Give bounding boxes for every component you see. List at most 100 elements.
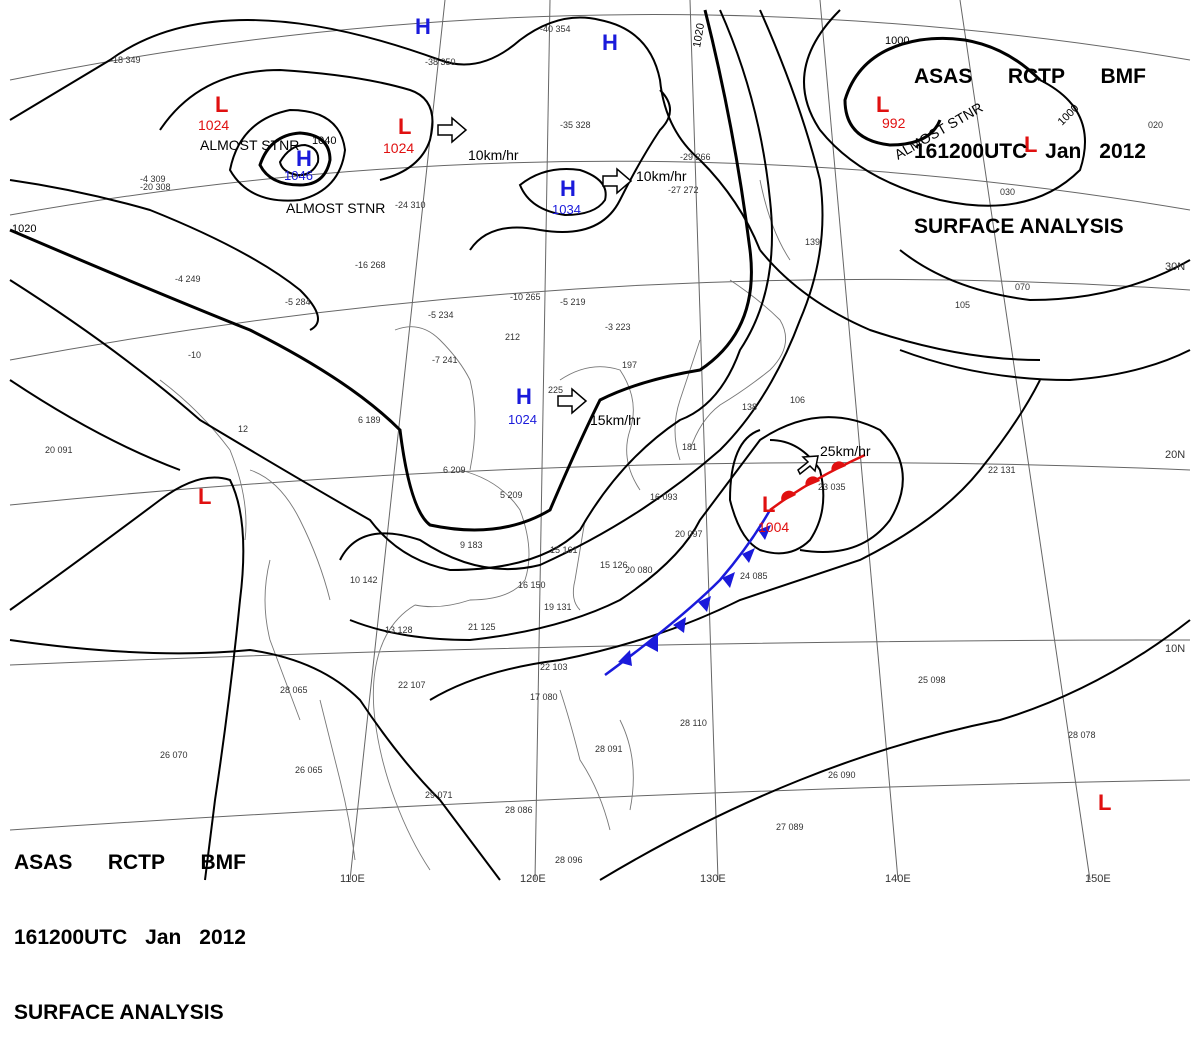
station-label: 20 080 — [625, 565, 653, 575]
station-label: -18 349 — [110, 55, 141, 65]
station-label: 28 096 — [555, 855, 583, 865]
station-label: 10 142 — [350, 575, 378, 585]
warm-front — [769, 453, 866, 512]
low-center: L — [1098, 790, 1111, 815]
lon-label: 110E — [340, 873, 365, 885]
station-label: 21 125 — [468, 622, 496, 632]
low-center: L — [1024, 132, 1037, 157]
agency-code: BMF — [200, 851, 247, 874]
header-bottom: ASAS RCTP BMF 161200UTC Jan 2012 SURFACE… — [14, 800, 246, 1050]
low-center: L 1004 — [758, 492, 789, 535]
lat-label: 20N — [1165, 449, 1185, 461]
station-label: 20 091 — [45, 445, 73, 455]
lon-label: 140E — [885, 873, 911, 885]
station-label: 030 — [1000, 187, 1015, 197]
station-label: 16 093 — [650, 492, 678, 502]
station-label: 26 090 — [828, 770, 856, 780]
high-symbol: H — [560, 176, 576, 201]
station-label: 212 — [505, 332, 520, 342]
station-label: -5 219 — [560, 297, 586, 307]
station-label: 28 078 — [1068, 730, 1096, 740]
station-label: -4 309 — [140, 174, 166, 184]
station-label: 29 071 — [425, 790, 453, 800]
low-value: 1004 — [758, 519, 789, 535]
station-label: -38 350 — [425, 57, 456, 67]
station-label: 139 — [805, 237, 820, 247]
station-label: 138 — [742, 402, 757, 412]
station-label: 19 131 — [544, 602, 572, 612]
motion-label: 25km/hr — [820, 443, 871, 459]
station-label: 28 110 — [680, 718, 707, 728]
station-label: 22 107 — [398, 680, 426, 690]
station-label: 225 — [548, 385, 563, 395]
lon-label: 150E — [1085, 873, 1111, 885]
high-center: H — [415, 14, 431, 39]
motion-labels: 10km/hr 10km/hr 15km/hr 25km/hr — [468, 147, 871, 459]
lat-label: 10N — [1165, 643, 1185, 655]
low-value: 992 — [882, 115, 906, 131]
station-label: -5 234 — [428, 310, 454, 320]
station-label: 15 126 — [600, 560, 628, 570]
low-symbol: L — [198, 484, 211, 509]
station-label: 181 — [682, 442, 697, 452]
time-line: 161200UTC Jan 2012 — [914, 139, 1146, 164]
station-label: 22 131 — [988, 465, 1016, 475]
high-value: 1046 — [284, 168, 313, 183]
low-symbol: L — [1024, 132, 1037, 157]
high-value: 1024 — [508, 412, 537, 427]
station-label: -29 266 — [680, 152, 711, 162]
weather-map: -40 354 -38 350 -35 328 -29 266 -27 272 … — [9, 0, 1191, 885]
station-label: 106 — [790, 395, 805, 405]
station-plots: -40 354 -38 350 -35 328 -29 266 -27 272 … — [45, 24, 1163, 865]
low-symbol: L — [876, 92, 889, 117]
station-label: 22 103 — [540, 662, 568, 672]
station-label: -10 265 — [510, 292, 541, 302]
station-label: 28 086 — [505, 805, 533, 815]
station-label: -3 223 — [605, 322, 631, 332]
station-label: 16 150 — [518, 580, 546, 590]
station-label: 26 065 — [295, 765, 323, 775]
time-field: Jan — [1045, 140, 1082, 163]
isobar-label: 1000 — [885, 35, 909, 47]
station-label: 27 089 — [776, 822, 804, 832]
lon-label: 120E — [520, 873, 546, 885]
lon-label: 130E — [700, 873, 726, 885]
motion-arrow-2 — [602, 167, 633, 195]
title-line: SURFACE ANALYSIS — [14, 1001, 224, 1024]
high-center: H 1034 — [552, 176, 581, 217]
station-label: 28 065 — [280, 685, 308, 695]
time-field: 2012 — [199, 926, 246, 949]
high-symbol: H — [415, 14, 431, 39]
motion-label: 15km/hr — [590, 412, 641, 428]
isobar-label: 1020 — [691, 22, 707, 48]
low-symbol: L — [1098, 790, 1111, 815]
isobars — [9, 9, 1191, 881]
center-note: ALMOST STNR — [286, 200, 385, 216]
motion-arrow-3 — [557, 387, 588, 415]
lat-labels: 30N 20N 10N — [1165, 261, 1185, 655]
pressure-centers: H H L 1024 ALMOST STNR H 1046 ALMOST STN… — [198, 14, 1111, 815]
low-value: 1024 — [383, 140, 414, 156]
station-label: 12 — [238, 424, 248, 434]
low-symbol: L — [398, 114, 411, 139]
isobar-label: 1020 — [12, 223, 36, 235]
station-label: -27 272 — [668, 185, 699, 195]
header-top: ASAS RCTP BMF 161200UTC Jan 2012 SURFACE… — [914, 14, 1146, 264]
center-note: ALMOST STNR — [200, 137, 299, 153]
lon-labels: 110E 120E 130E 140E 150E — [340, 873, 1111, 885]
high-symbol: H — [516, 384, 532, 409]
station-label: 6 209 — [443, 465, 466, 475]
station-label: 15 161 — [550, 545, 578, 555]
low-center: L 1024 ALMOST STNR — [198, 92, 299, 153]
high-center: H 1046 ALMOST STNR — [284, 146, 385, 216]
station-label: 197 — [622, 360, 637, 370]
agency-code: RCTP — [1007, 65, 1066, 88]
station-label: 9 183 — [460, 540, 483, 550]
time-field: 2012 — [1099, 140, 1146, 163]
station-label: -4 249 — [175, 274, 201, 284]
station-label: -5 284 — [285, 297, 311, 307]
motion-label: 10km/hr — [636, 168, 687, 184]
station-label: -16 268 — [355, 260, 386, 270]
high-center: H 1024 — [508, 384, 537, 427]
agency-code: ASAS — [914, 65, 973, 88]
